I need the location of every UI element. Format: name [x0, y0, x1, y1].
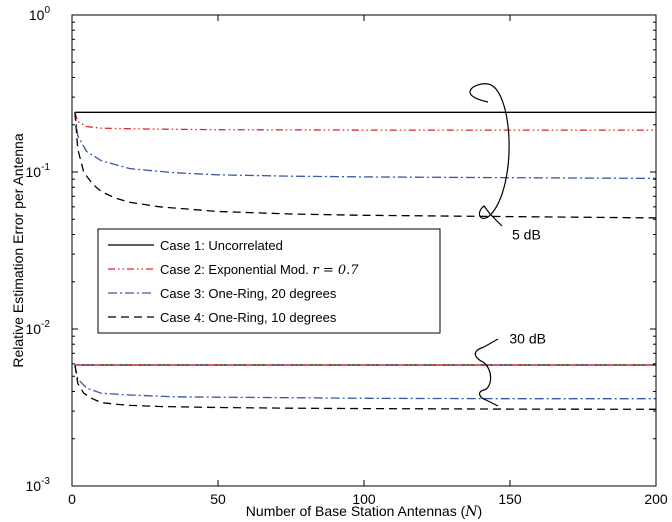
series-line-case-4-30db [74, 364, 657, 410]
legend-label: Case 3: One-Ring, 20 degrees [160, 286, 337, 301]
x-tick-label: 0 [68, 491, 76, 507]
legend: Case 1: Uncorrelated Case 2: Exponential … [97, 228, 441, 334]
series-line-case-2-5db [74, 112, 656, 131]
y-tick-label: 10-1 [26, 162, 51, 180]
legend-label: Case 1: Uncorrelated [160, 238, 283, 253]
y-tick-label: 10-3 [26, 476, 51, 494]
x-tick-label: 150 [498, 491, 522, 507]
series-line-case-4-5db [74, 112, 657, 219]
bracket-5db [469, 83, 510, 227]
y-axis-label: Relative Estimation Error per Antenna [10, 133, 26, 367]
legend-label: Case 4: One-Ring, 10 degrees [160, 310, 337, 325]
x-axis-label: Number of Base Station Antennas (N) [246, 503, 482, 520]
x-tick-label: 50 [210, 491, 226, 507]
legend-box [97, 228, 441, 334]
x-tick-label: 100 [352, 491, 376, 507]
series-line-case-3-30db [74, 364, 656, 400]
annotation-30db: 30 dB [509, 330, 546, 346]
series-layer [74, 111, 657, 410]
annotation-5db: 5 dB [512, 226, 541, 242]
annotation-layer: 5 dB 30 dB [469, 83, 546, 407]
x-tick-label: 200 [644, 491, 668, 507]
y-tick-label: 10-2 [26, 319, 51, 337]
series-line-case-3-5db [74, 112, 657, 180]
bracket-30db [474, 338, 499, 407]
y-tick-label: 100 [29, 5, 51, 23]
legend-label: Case 2: Exponential Mod. r = 0.7 [160, 262, 359, 278]
